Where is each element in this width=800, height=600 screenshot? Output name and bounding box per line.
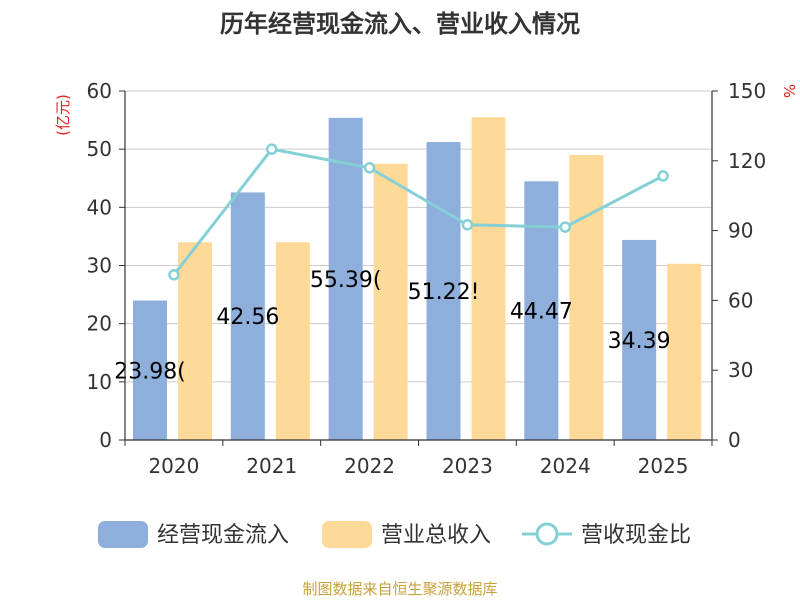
ratio-point (461, 219, 474, 231)
legend-label: 经营现金流入 (157, 523, 289, 548)
ratio-line-path (172, 147, 664, 276)
cash-inflow-label: 34.39 (608, 329, 671, 354)
x-tick-label: 2023 (442, 454, 493, 478)
left-tick-label: 20 (87, 312, 112, 336)
ratio-line (168, 143, 669, 281)
revenue-bar (178, 242, 212, 440)
right-tick-label: 120 (728, 149, 766, 173)
left-tick-label: 50 (87, 137, 112, 161)
x-tick-label: 2025 (638, 454, 689, 478)
revenue-bar (667, 263, 702, 440)
left-tick-label: 30 (87, 254, 112, 278)
cash-inflow-label: 44.47 (510, 300, 573, 325)
revenue-bar (569, 154, 604, 440)
ratio-point (168, 269, 180, 281)
legend-swatch (322, 521, 372, 548)
ratio-point (363, 162, 376, 174)
x-tick-label: 2021 (246, 454, 297, 478)
right-tick-label: 0 (728, 428, 741, 452)
legend: 经营现金流入 营业总收入 营收现金比 (98, 521, 691, 548)
cash-inflow-label: 23.98( (114, 359, 186, 384)
ratio-point (657, 170, 669, 182)
ratio-point (559, 221, 571, 233)
x-tick-label: 2020 (148, 454, 199, 478)
grid-lines (125, 90, 712, 383)
cash-inflow-label: 55.39( (310, 268, 382, 293)
cash-inflow-bar (328, 117, 363, 441)
data-labels: 23.98( 42.56 55.39( 51.22! 44.47 34.39 (114, 268, 670, 384)
x-tick-label: 2024 (540, 454, 591, 478)
legend-swatch (98, 521, 148, 548)
revenue-bar (275, 242, 310, 440)
axes: 0 10 20 30 40 50 60 0 30 60 90 120 150 2020 2021 2022 20… (87, 79, 767, 478)
left-tick-label: 40 (87, 195, 112, 219)
cash-inflow-label: 51.22! (408, 280, 480, 305)
cash-inflow-bar (622, 239, 657, 440)
cash-inflow-bar (524, 181, 559, 441)
cash-inflow-bar (426, 142, 461, 440)
x-tick-label: 2022 (344, 454, 395, 478)
right-tick-label: 60 (728, 288, 753, 312)
legend-marker (535, 522, 559, 546)
legend-label: 营收现金比 (581, 523, 691, 548)
chart-title: 历年经营现金流入、营业收入情况 (220, 10, 580, 38)
right-tick-label: 90 (728, 219, 753, 243)
revenue-bar (373, 163, 408, 441)
right-axis-unit: % (780, 84, 798, 98)
legend-label: 营业总收入 (381, 523, 491, 548)
left-tick-label: 0 (99, 428, 112, 452)
cash-inflow-label: 42.56 (216, 305, 279, 330)
bars (133, 117, 702, 441)
cash-inflow-bar (133, 300, 167, 440)
right-tick-label: 150 (728, 79, 766, 103)
cash-inflow-bar (230, 192, 265, 440)
left-tick-label: 10 (87, 370, 112, 394)
left-tick-label: 60 (87, 79, 112, 103)
right-tick-label: 30 (728, 358, 753, 382)
revenue-bar (471, 117, 506, 441)
left-axis-unit: (亿元) (54, 94, 72, 136)
source-note: 制图数据来自恒生聚源数据库 (302, 580, 497, 598)
ratio-point (266, 143, 278, 155)
